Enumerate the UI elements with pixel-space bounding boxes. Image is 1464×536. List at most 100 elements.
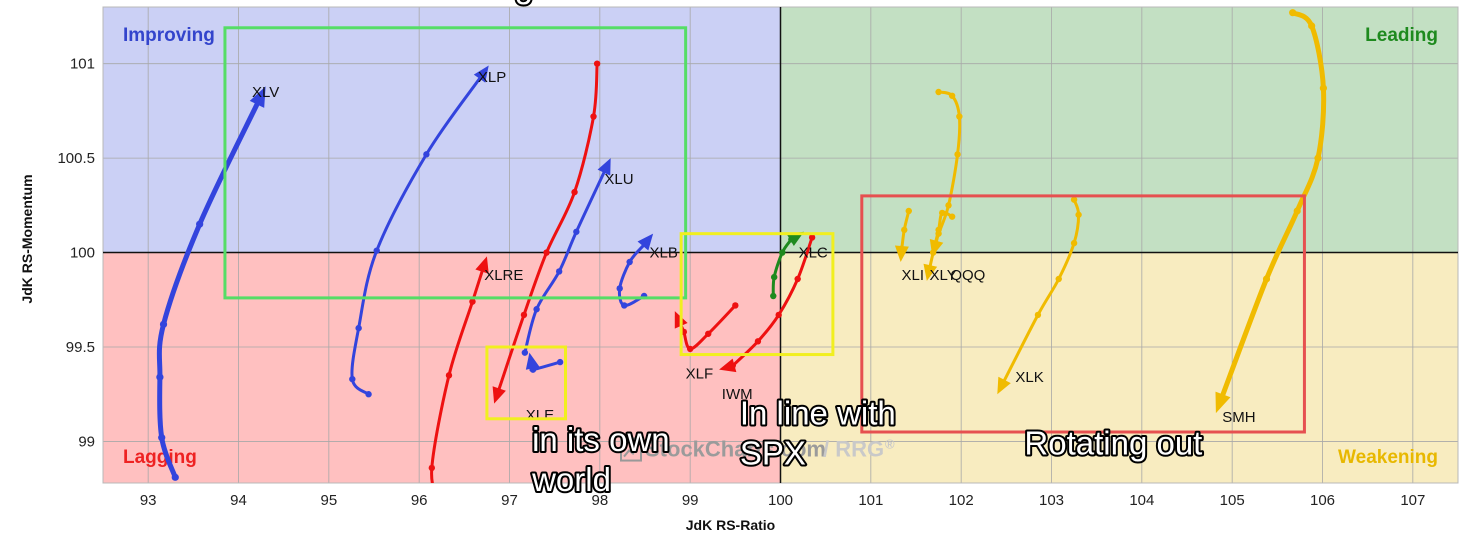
tail-arrowhead [1215,391,1231,414]
tail-label-xlf: XLF [686,365,714,382]
tail-point [365,391,372,398]
tail-arrowhead [637,233,654,251]
tail-point [929,249,937,256]
tail-point [956,113,963,120]
tail-point [948,92,956,99]
tail-point [533,306,540,313]
x-tick-label: 99 [682,492,699,509]
tail-arrowhead [473,65,489,83]
tail-label-smh: SMH [1222,409,1255,426]
x-tick-label: 95 [320,492,337,509]
tail-arrowhead [894,245,909,262]
x-tick-label: 94 [230,492,247,509]
tail-point [901,226,908,234]
y-tick-label: 100.5 [57,150,95,167]
tail-label-qqq: QQQ [950,267,985,284]
tail-point [1314,154,1322,162]
x-tick-label: 103 [1039,492,1064,509]
tail-point [770,273,778,281]
tail-point [1293,207,1301,215]
tail-point [705,330,712,337]
y-tick-label: 99 [78,433,95,450]
tail-arrowhead [475,256,489,274]
tail-xlp [349,65,489,398]
tail-label-xlu: XLU [604,171,633,188]
tail-point [469,298,476,305]
tail-point [556,358,564,366]
tail-point [436,499,442,505]
tail-point [521,349,529,356]
x-tick-label: 101 [858,492,883,509]
y-tick-label: 100 [70,245,95,262]
tail-point [573,228,580,235]
tail-label-xly: XLY [930,267,957,284]
watermark: StockCharts.com/ RRG ® [620,437,895,462]
tail-xle [492,60,601,404]
tail-point [1055,275,1062,283]
stockcharts-logo-icon [620,437,642,462]
tail-point [171,473,179,481]
tail-smh [1215,9,1328,414]
y-axis-title: JdK RS-Momentum [19,174,35,303]
tail-point [1070,196,1078,203]
annotation-text-in-line-with-spx: In line with SPX [740,394,896,471]
tail-point [543,249,550,256]
tail-point [1308,22,1316,30]
rotation-tails [156,9,1328,505]
tail-arrowhead [719,358,737,373]
x-tick-label: 107 [1400,492,1425,509]
tail-point [935,226,942,234]
tail-point [945,202,952,209]
tail-point [794,275,801,283]
tail-point [770,292,777,300]
tail-point [948,213,956,220]
tail-point [349,375,356,383]
tail-point [1289,9,1297,17]
tail-label-xlc: XLC [799,245,828,262]
tail-arrowhead [923,263,938,281]
tail-point [905,207,912,215]
x-tick-label: 102 [949,492,974,509]
tail-point [423,151,430,158]
tail-xlk [997,196,1082,395]
quadrant-backgrounds [103,7,1458,483]
x-tick-label: 96 [411,492,428,509]
x-tick-label: 93 [140,492,157,509]
x-tick-label: 100 [768,492,793,509]
tail-label-xli: XLI [902,267,925,284]
quadrant-label-improving: Improving [123,25,215,46]
tail-arrowhead [597,158,611,176]
tail-point [686,345,694,353]
tail-point [775,311,782,319]
annotation-text-rotating-in: Rotating in [410,0,568,5]
tail-point [158,434,166,442]
tail-xlv [156,86,266,481]
x-tick-label: 104 [1129,492,1154,509]
tail-xlre [428,256,489,505]
quadrant-label-leading: Leading [1365,25,1438,46]
tail-xlc [770,231,804,300]
watermark-rrg: / RRG [823,437,884,462]
tail-point [938,209,946,217]
annotation-box-in-its-own-world [485,345,568,421]
y-tick-label: 101 [70,56,95,73]
tail-xli [894,207,912,262]
tail-point [954,151,961,158]
tail-point [935,88,942,96]
tail-xle [525,352,564,373]
annotation-box-rotating-in [223,26,688,300]
annotation-box-rotating-out [860,194,1306,434]
tail-point [196,220,204,228]
tail-point [626,258,633,266]
tail-label-xlp: XLP [478,69,506,86]
y-tick-label: 99.5 [66,339,95,356]
tail-point [520,311,528,319]
tick-labels: 93 94 95 96 97 98 99 100 101 102 103 104 105 106 107 99… [57,56,1425,509]
tail-point [808,234,816,241]
quadrant-label-lagging: Lagging [123,447,197,468]
tail-point [355,324,362,332]
quadrant-labels: Improving Leading Lagging Weakening [123,25,1438,468]
tail-label-iwm: IWM [722,386,753,403]
